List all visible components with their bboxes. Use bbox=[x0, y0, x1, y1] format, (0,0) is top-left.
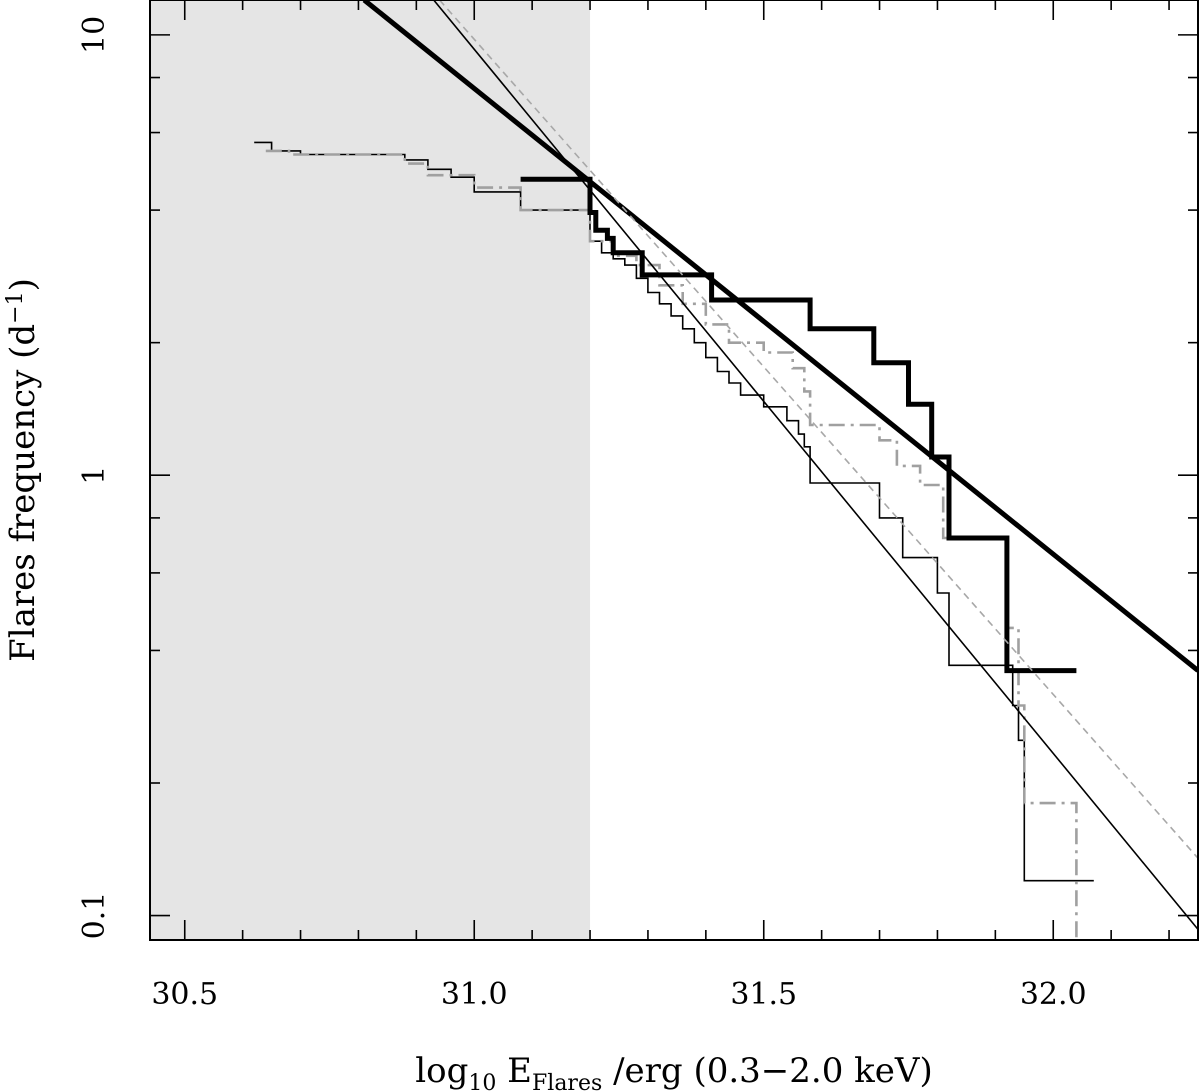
y-axis-title: Flares frequency (d−1) bbox=[3, 278, 43, 662]
series-3-step bbox=[520, 176, 1077, 674]
series-2-step bbox=[265, 149, 1078, 940]
series-layer bbox=[254, 0, 1198, 940]
x-tick-label: 32.0 bbox=[1020, 977, 1087, 1012]
series-4-line bbox=[362, 0, 1198, 673]
series-5-line bbox=[433, 0, 1198, 930]
y-tick-label: 0.1 bbox=[77, 892, 112, 940]
series-1-step bbox=[254, 141, 1094, 882]
y-tick-label: 1 bbox=[77, 466, 112, 485]
series-6-line bbox=[438, 0, 1198, 859]
plot-frame bbox=[149, 0, 1199, 941]
x-axis-title: log10 EFlares /erg (0.3−2.0 keV) bbox=[415, 1051, 932, 1092]
x-tick-label: 31.5 bbox=[730, 977, 797, 1012]
x-tick-label: 30.5 bbox=[151, 977, 218, 1012]
x-tick-label: 31.0 bbox=[441, 977, 508, 1012]
ticks-layer: 30.5 31.0 31.5 32.0 0.1 1 10 bbox=[77, 0, 1198, 1012]
y-tick-label: 10 bbox=[77, 16, 112, 54]
shaded-region bbox=[150, 0, 591, 940]
